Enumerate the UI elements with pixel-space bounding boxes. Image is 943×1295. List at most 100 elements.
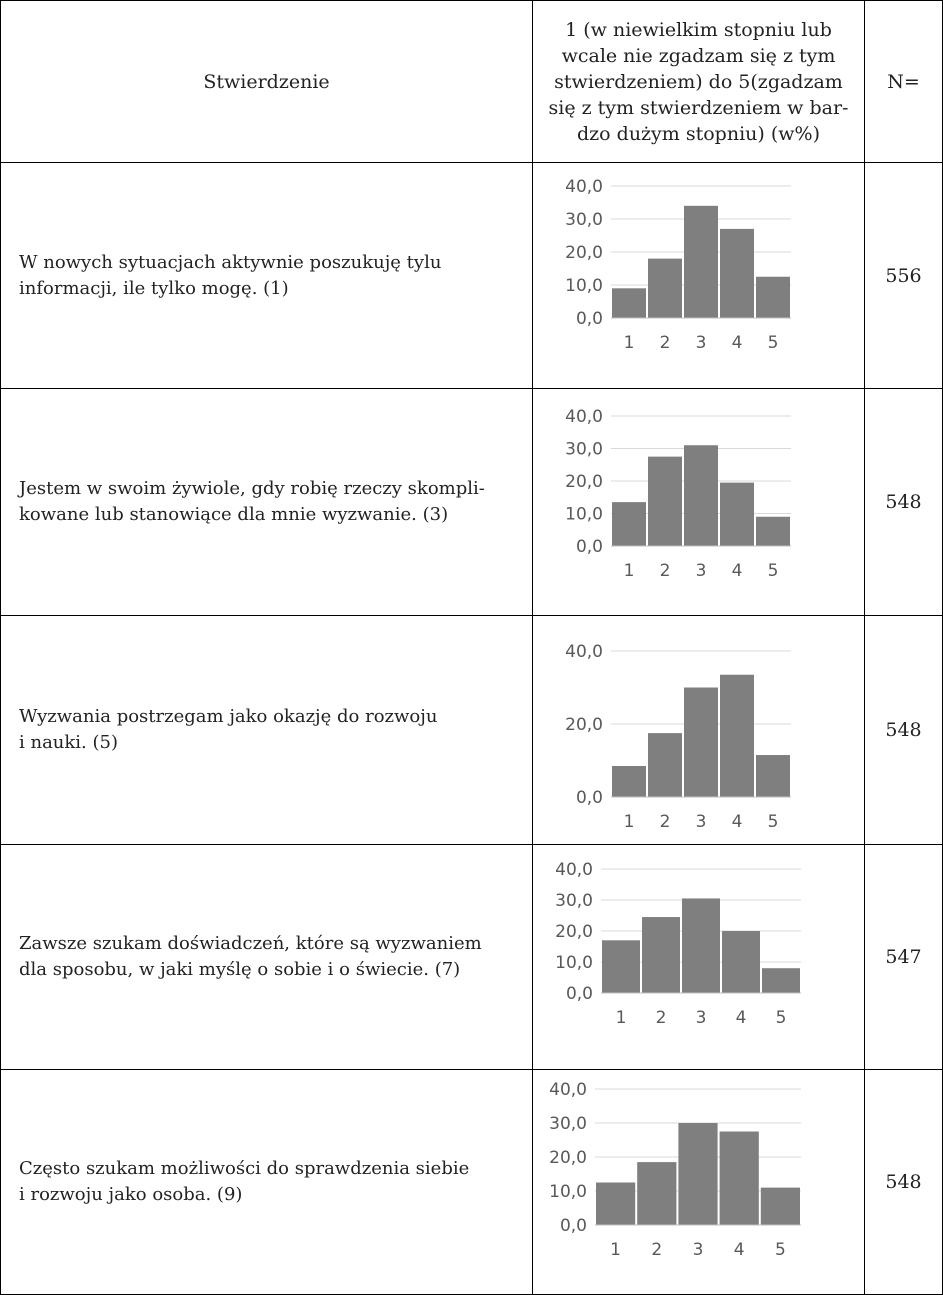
y-tick-label: 40,0 bbox=[565, 642, 603, 662]
header-scale: 1 (w niewielkim stopniu lub wcale nie zg… bbox=[532, 0, 865, 163]
bar bbox=[720, 482, 754, 546]
bar bbox=[720, 674, 754, 797]
x-tick-label: 1 bbox=[610, 1240, 621, 1260]
bar bbox=[682, 897, 720, 993]
bar bbox=[762, 967, 800, 993]
chart-cell: 0,0 10,0 20,0 30,0 40,0 1 2 3 4 5 bbox=[532, 1069, 865, 1295]
y-tick-label: 30,0 bbox=[555, 891, 593, 911]
y-tick-label: 40,0 bbox=[549, 1080, 587, 1100]
chart-cell: 0,0 10,0 20,0 30,0 40,0 1 2 3 4 5 bbox=[532, 162, 865, 389]
bar bbox=[720, 228, 754, 318]
statement-text: Zawsze szukam doświadczeń, które są wyzw… bbox=[0, 844, 533, 1070]
statement-text: W nowych sytuacjach aktywnie poszukuję t… bbox=[0, 162, 533, 389]
table-row: Zawsze szukam doświadczeń, które są wyzw… bbox=[0, 844, 943, 1070]
chart-cell: 0,0 20,0 40,0 1 2 3 4 5 bbox=[532, 615, 865, 845]
bar bbox=[756, 754, 790, 797]
x-tick-label: 2 bbox=[660, 561, 671, 581]
x-tick-label: 3 bbox=[693, 1240, 704, 1260]
n-value: 556 bbox=[864, 162, 943, 389]
y-tick-label: 0,0 bbox=[566, 984, 593, 1004]
histogram-chart: 0,0 10,0 20,0 30,0 40,0 1 2 3 4 5 bbox=[555, 860, 801, 1028]
x-tick-label: 4 bbox=[734, 1240, 745, 1260]
x-tick-label: 2 bbox=[660, 333, 671, 353]
bar bbox=[612, 501, 646, 546]
table-row: Wyzwania postrzegam jako okazję do rozwo… bbox=[0, 615, 943, 845]
histogram-chart: 0,0 10,0 20,0 30,0 40,0 1 2 3 4 5 bbox=[565, 407, 791, 581]
statement-text: Często szukam możliwości do sprawdzenia … bbox=[0, 1069, 533, 1295]
y-tick-label: 0,0 bbox=[560, 1216, 587, 1236]
y-tick-label: 40,0 bbox=[555, 860, 593, 880]
bar bbox=[684, 205, 718, 318]
header-row: Stwierdzenie 1 (w niewielkim stopniu lub… bbox=[0, 0, 943, 163]
x-tick-label: 2 bbox=[656, 1008, 667, 1028]
y-tick-label: 30,0 bbox=[549, 1114, 587, 1134]
bar bbox=[722, 930, 760, 993]
n-value: 548 bbox=[864, 388, 943, 616]
y-tick-label: 10,0 bbox=[565, 504, 603, 524]
x-tick-label: 3 bbox=[696, 333, 707, 353]
x-tick-label: 4 bbox=[732, 561, 743, 581]
y-tick-label: 0,0 bbox=[576, 788, 603, 808]
bar bbox=[637, 1161, 677, 1225]
bar bbox=[684, 687, 718, 797]
x-tick-label: 4 bbox=[732, 812, 743, 832]
x-tick-label: 1 bbox=[624, 812, 635, 832]
bar bbox=[756, 276, 790, 318]
y-tick-label: 10,0 bbox=[549, 1182, 587, 1202]
chart-cell: 0,0 10,0 20,0 30,0 40,0 1 2 3 4 5 bbox=[532, 844, 865, 1070]
x-tick-label: 5 bbox=[768, 333, 779, 353]
bar bbox=[648, 456, 682, 546]
y-tick-label: 40,0 bbox=[565, 177, 603, 197]
x-tick-label: 4 bbox=[732, 333, 743, 353]
bar bbox=[719, 1131, 759, 1225]
statement-text: Jestem w swoim żywiole, gdy robię rzeczy… bbox=[0, 388, 533, 616]
n-value: 548 bbox=[864, 1069, 943, 1295]
y-tick-label: 20,0 bbox=[565, 243, 603, 263]
table-row: Często szukam możliwości do sprawdzenia … bbox=[0, 1069, 943, 1295]
table-row: Jestem w swoim żywiole, gdy robię rzeczy… bbox=[0, 388, 943, 616]
bar bbox=[648, 258, 682, 318]
x-tick-label: 5 bbox=[768, 812, 779, 832]
n-value: 547 bbox=[864, 844, 943, 1070]
y-tick-label: 10,0 bbox=[565, 276, 603, 296]
chart-cell: 0,0 10,0 20,0 30,0 40,0 1 2 3 4 5 bbox=[532, 388, 865, 616]
bar bbox=[756, 516, 790, 546]
y-tick-label: 0,0 bbox=[576, 309, 603, 329]
x-tick-label: 3 bbox=[696, 561, 707, 581]
y-tick-label: 0,0 bbox=[576, 537, 603, 557]
x-tick-label: 1 bbox=[616, 1008, 627, 1028]
bar bbox=[612, 287, 646, 318]
header-statement: Stwierdzenie bbox=[0, 0, 533, 163]
y-tick-label: 20,0 bbox=[549, 1148, 587, 1168]
x-tick-label: 2 bbox=[651, 1240, 662, 1260]
bar bbox=[684, 444, 718, 546]
x-tick-label: 3 bbox=[696, 812, 707, 832]
histogram-chart: 0,0 10,0 20,0 30,0 40,0 1 2 3 4 5 bbox=[565, 177, 791, 353]
y-tick-label: 10,0 bbox=[555, 953, 593, 973]
y-tick-label: 20,0 bbox=[565, 715, 603, 735]
x-tick-label: 5 bbox=[776, 1008, 787, 1028]
x-tick-label: 3 bbox=[696, 1008, 707, 1028]
x-tick-label: 5 bbox=[775, 1240, 786, 1260]
x-tick-label: 1 bbox=[624, 333, 635, 353]
x-tick-label: 1 bbox=[624, 561, 635, 581]
x-tick-label: 2 bbox=[660, 812, 671, 832]
bar bbox=[602, 939, 640, 993]
histogram-chart: 0,0 20,0 40,0 1 2 3 4 5 bbox=[565, 642, 791, 832]
bar bbox=[760, 1187, 800, 1225]
x-tick-label: 4 bbox=[736, 1008, 747, 1028]
bar bbox=[648, 732, 682, 797]
header-n: N= bbox=[864, 0, 943, 163]
statement-text: Wyzwania postrzegam jako okazję do rozwo… bbox=[0, 615, 533, 845]
y-tick-label: 40,0 bbox=[565, 407, 603, 427]
bar bbox=[596, 1182, 636, 1225]
histogram-chart: 0,0 10,0 20,0 30,0 40,0 1 2 3 4 5 bbox=[549, 1080, 801, 1260]
y-tick-label: 30,0 bbox=[565, 439, 603, 459]
n-value: 548 bbox=[864, 615, 943, 845]
x-tick-label: 5 bbox=[768, 561, 779, 581]
bar bbox=[612, 765, 646, 797]
y-tick-label: 20,0 bbox=[565, 472, 603, 492]
bar bbox=[678, 1122, 718, 1225]
table-row: W nowych sytuacjach aktywnie poszukuję t… bbox=[0, 162, 943, 389]
